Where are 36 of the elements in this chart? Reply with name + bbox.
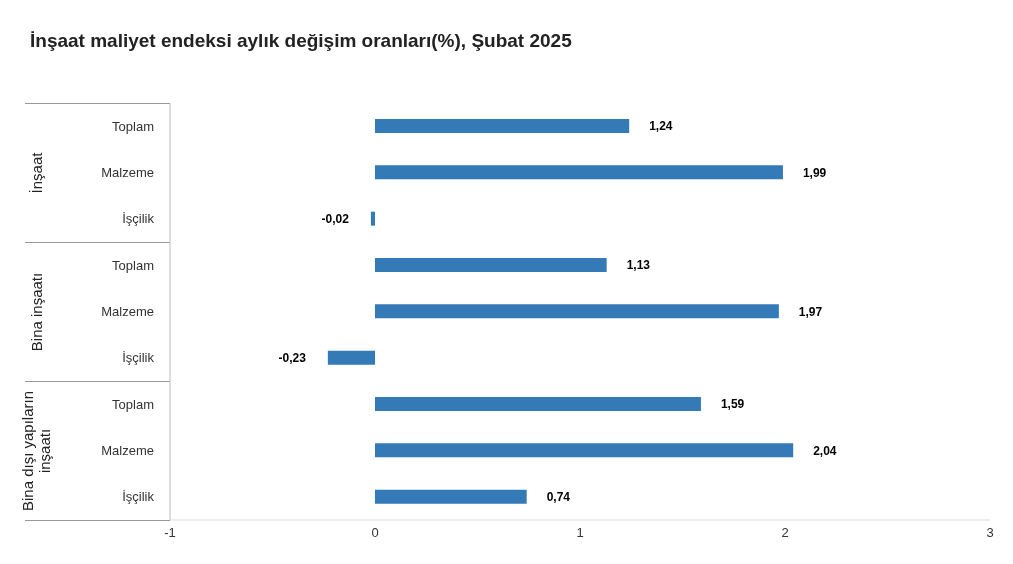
- text: Bina dışı yapıların inşaatı: [18, 389, 54, 513]
- y-tick-label: İşçilik: [122, 350, 155, 366]
- data-label: 2,04: [813, 443, 837, 458]
- x-tick-label: 1: [576, 525, 584, 541]
- data-label: 1,59: [720, 397, 745, 412]
- y-tick-label: Toplam: [112, 118, 154, 134]
- y-tick-label: İşçilik: [122, 211, 155, 227]
- data-label: -0,02: [321, 211, 350, 226]
- y-tick-label: İşçilik: [122, 489, 155, 505]
- bar: [375, 443, 794, 458]
- bar: [370, 211, 375, 226]
- text: İnşaat: [26, 151, 46, 195]
- y-tick-label: Malzeme: [101, 304, 154, 320]
- data-label: 1,97: [798, 304, 823, 319]
- bar: [375, 165, 783, 180]
- bar: [375, 489, 527, 504]
- x-tick-label: -1: [164, 525, 176, 541]
- data-label: 1,24: [649, 119, 673, 134]
- x-tick-label: 2: [781, 525, 789, 541]
- x-tick-label: 0: [371, 525, 379, 541]
- bar: [375, 304, 779, 319]
- data-label: -0,23: [278, 350, 307, 365]
- y-tick-label: Malzeme: [101, 443, 154, 459]
- y-tick-label: Toplam: [112, 257, 154, 273]
- chart-title: İnşaat maliyet endeksi aylık değişim oranları(%), Şubat 2025: [30, 30, 572, 52]
- y-tick-label: Toplam: [112, 396, 154, 412]
- bar: [375, 397, 701, 411]
- data-label: 1,13: [626, 258, 651, 273]
- bar: [327, 350, 375, 365]
- x-tick-label: 3: [986, 525, 994, 541]
- text: Bina inşaatı: [26, 271, 46, 353]
- y-tick-label: Malzeme: [101, 165, 154, 181]
- bar: [375, 258, 607, 272]
- bar: [375, 119, 630, 133]
- data-label: 1,99: [802, 165, 827, 180]
- data-label: 0,74: [546, 489, 571, 504]
